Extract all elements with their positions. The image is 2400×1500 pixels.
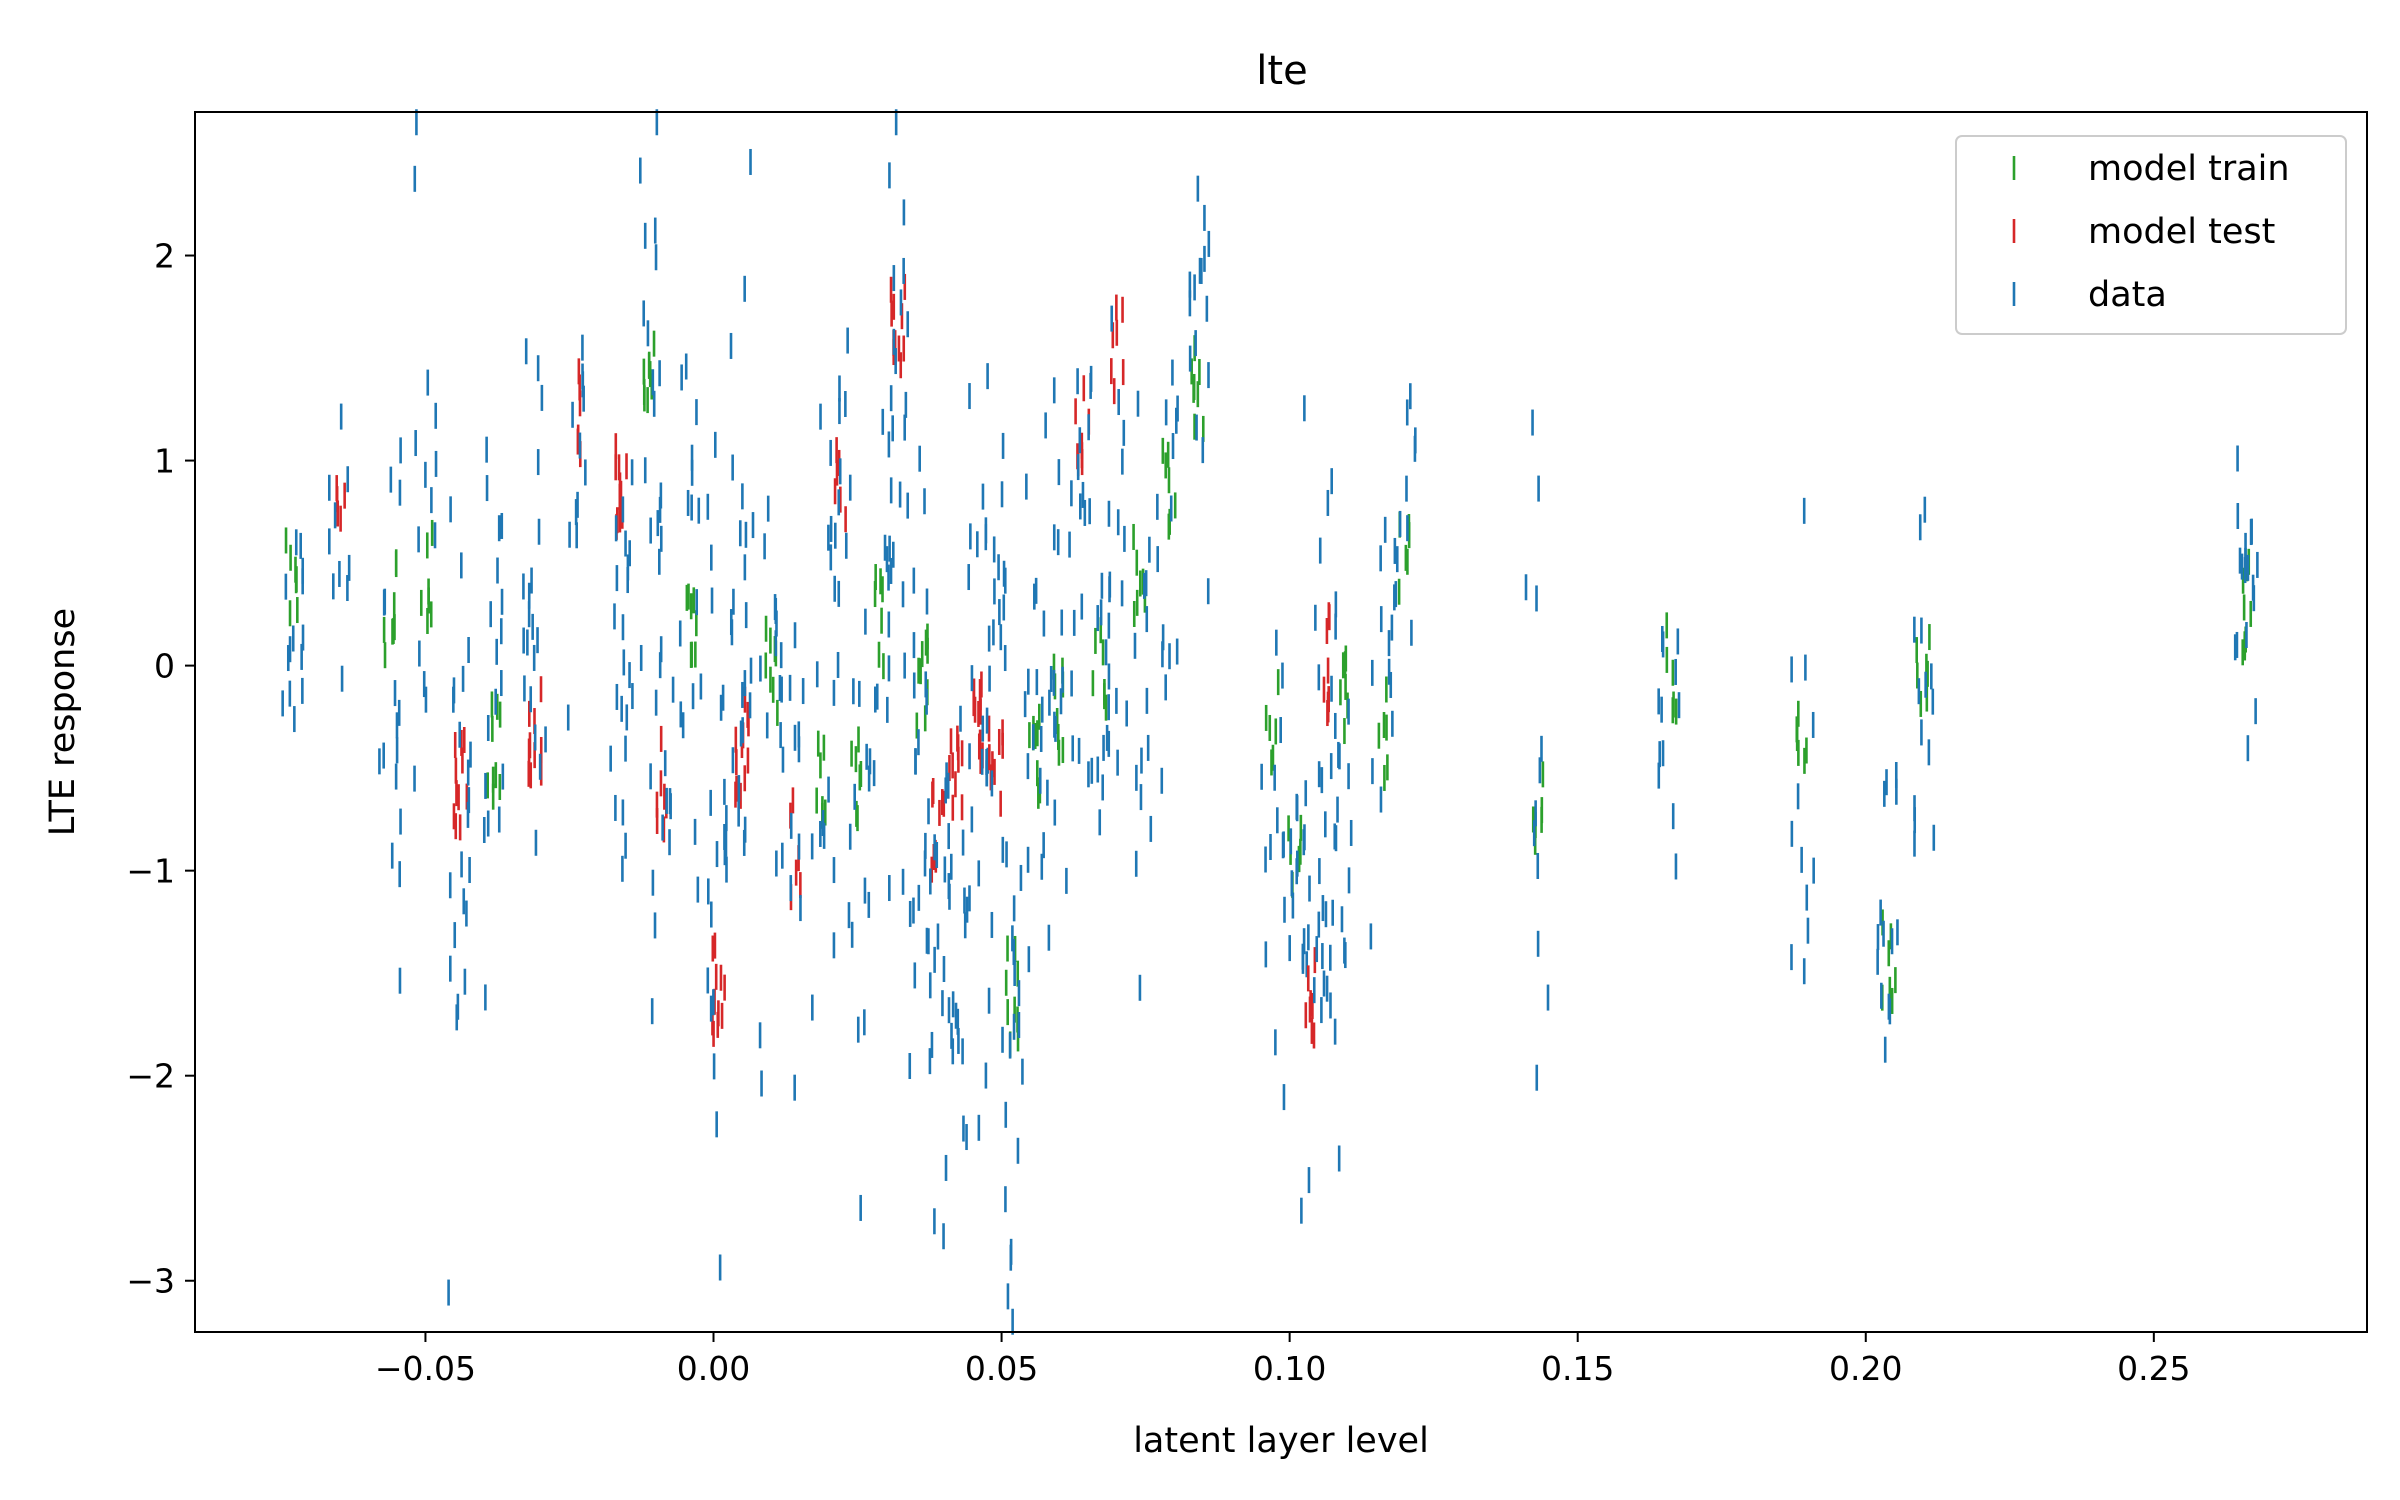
y-tick-label: 1	[154, 442, 175, 481]
y-tick-label: −1	[126, 852, 175, 891]
legend-label: model test	[2088, 212, 2275, 252]
x-tick-label: 0.15	[1541, 1349, 1614, 1388]
y-tick-label: 0	[154, 647, 175, 686]
chart-marks	[281, 109, 2259, 1335]
x-tick-label: 0.10	[1253, 1349, 1326, 1388]
y-tick-label: −2	[126, 1057, 175, 1096]
x-tick-label: 0.25	[2117, 1349, 2190, 1388]
legend-label: model train	[2088, 149, 2290, 189]
y-tick-label: 2	[154, 237, 175, 276]
x-tick-label: 0.05	[965, 1349, 1038, 1388]
legend-label: data	[2088, 275, 2167, 315]
x-axis-label: latent layer level	[1133, 1421, 1429, 1461]
y-axis-label: LTE response	[43, 608, 83, 836]
x-axis: −0.05 0.00 0.05 0.10 0.15 0.20 0.25	[375, 1332, 2191, 1388]
plot-frame	[194, 111, 2368, 1333]
x-tick-label: 0.00	[677, 1349, 750, 1388]
legend: model train model test data	[1955, 135, 2347, 335]
legend-box	[1955, 135, 2347, 335]
y-axis: −3 −2 −1 0 1 2	[126, 237, 195, 1301]
x-tick-label: −0.05	[375, 1349, 476, 1388]
chart-title: lte	[1256, 48, 1307, 94]
x-tick-label: 0.20	[1829, 1349, 1902, 1388]
y-tick-label: −3	[126, 1262, 175, 1301]
